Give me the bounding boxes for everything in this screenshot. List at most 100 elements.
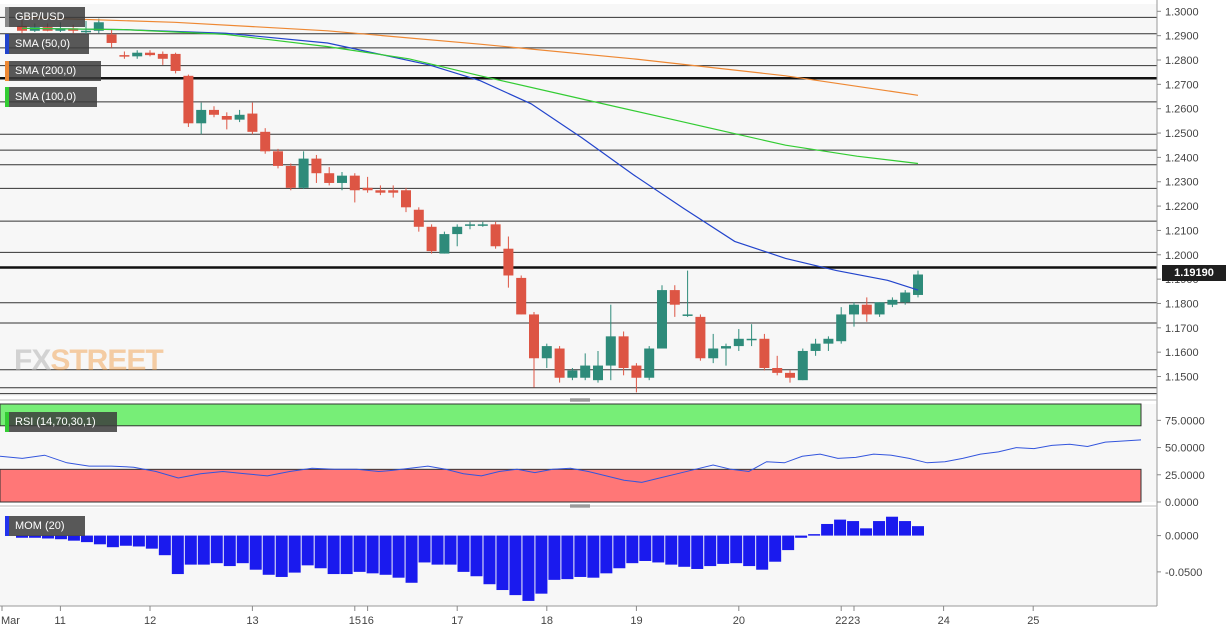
candle-body (298, 158, 309, 188)
candle-body (119, 55, 130, 57)
candle (311, 154, 322, 183)
candle (695, 314, 706, 361)
candle (157, 51, 168, 65)
candle (401, 187, 411, 213)
candle-body (874, 302, 885, 315)
mom-bar (249, 535, 262, 570)
candle (580, 353, 591, 381)
sma100-swatch (5, 87, 9, 107)
candle-body (260, 131, 271, 152)
x-tick-label: 24 (938, 615, 950, 627)
candle (209, 106, 219, 118)
candle-body (657, 290, 667, 349)
candle (733, 329, 744, 351)
candle (682, 270, 693, 317)
mom-bar (171, 535, 184, 575)
candle (810, 338, 821, 356)
candle-body (849, 304, 859, 315)
candle (618, 331, 629, 376)
mom-bar (522, 535, 535, 601)
mom-bar (717, 535, 730, 564)
price-tick-label: 1.1600 (1165, 347, 1199, 359)
mom-bar (886, 516, 899, 536)
candle (465, 221, 475, 230)
sma-line-2 (21, 27, 919, 165)
rsi-legend[interactable]: RSI (14,70,30,1) (5, 412, 117, 432)
x-tick-label: 11 (54, 615, 65, 627)
candle-body (618, 336, 629, 368)
sma50-legend[interactable]: SMA (50,0) (5, 34, 89, 54)
price-tick-label: 1.3000 (1165, 6, 1199, 18)
mom-bar (119, 535, 132, 546)
candle-body (823, 338, 834, 344)
candle (785, 370, 795, 383)
mom-bar (730, 535, 743, 564)
mom-bar (67, 535, 80, 541)
mom-bar (509, 535, 522, 596)
x-tick-label: 20 (733, 615, 745, 627)
mom-bar (600, 535, 613, 574)
mom-bar (236, 535, 249, 564)
mom-bar (769, 535, 782, 562)
mom-bar (41, 535, 54, 539)
candle (503, 236, 514, 288)
candle-body (183, 75, 194, 124)
mom-bar (379, 535, 392, 575)
candle (324, 167, 335, 186)
candle-body (375, 190, 386, 193)
candle (183, 74, 194, 127)
candle (452, 224, 463, 247)
mom-bar (93, 535, 106, 545)
candle (285, 163, 296, 191)
candle (721, 343, 731, 366)
rsi-tick-label: 75.0000 (1165, 415, 1205, 427)
candle-body (221, 116, 232, 120)
candle-body (170, 53, 181, 71)
price-tick-label: 1.2000 (1165, 250, 1199, 262)
sma100-legend[interactable]: SMA (100,0) (5, 87, 97, 107)
mom-bar (756, 535, 769, 570)
candle-body (721, 346, 731, 349)
fxstreet-watermark: FXSTREET (14, 344, 164, 377)
candle-body (746, 338, 757, 341)
candle (836, 307, 847, 344)
price-panel-bg (0, 4, 1157, 396)
candle-body (682, 314, 693, 316)
candle (349, 173, 360, 203)
mom-bar (873, 521, 886, 536)
candle (490, 221, 501, 249)
candle-body (772, 368, 783, 373)
mom-bar (288, 535, 301, 573)
mom-swatch (5, 516, 9, 536)
price-tick-label: 1.1700 (1165, 323, 1199, 335)
candle-body (439, 234, 450, 254)
candle-body (797, 350, 808, 381)
price-tick-label: 1.2600 (1165, 104, 1199, 116)
candle (797, 348, 808, 381)
candle-body (465, 224, 475, 226)
sma-line-0 (21, 27, 919, 291)
sma200-legend[interactable]: SMA (200,0) (5, 61, 101, 81)
candle (247, 102, 258, 135)
symbol-label[interactable]: GBP/USD (5, 7, 85, 27)
candle-body (93, 22, 104, 31)
candle (746, 324, 757, 347)
x-tick-label: Mar (1, 615, 20, 627)
symbol-swatch (5, 7, 9, 27)
candle (221, 112, 232, 130)
candle (541, 343, 552, 368)
candle-body (631, 365, 642, 378)
mom-bar (782, 535, 795, 551)
mom-bar (366, 535, 379, 574)
mom-legend[interactable]: MOM (20) (5, 516, 85, 536)
candle-body (209, 109, 219, 115)
mom-bar (834, 519, 847, 536)
candle (772, 355, 783, 376)
rsi-oversold-zone (0, 468, 1142, 503)
candle (567, 368, 578, 381)
candle-body (669, 290, 680, 305)
candle-body (388, 190, 399, 193)
candle-body (55, 28, 66, 31)
mom-bar (275, 535, 288, 577)
